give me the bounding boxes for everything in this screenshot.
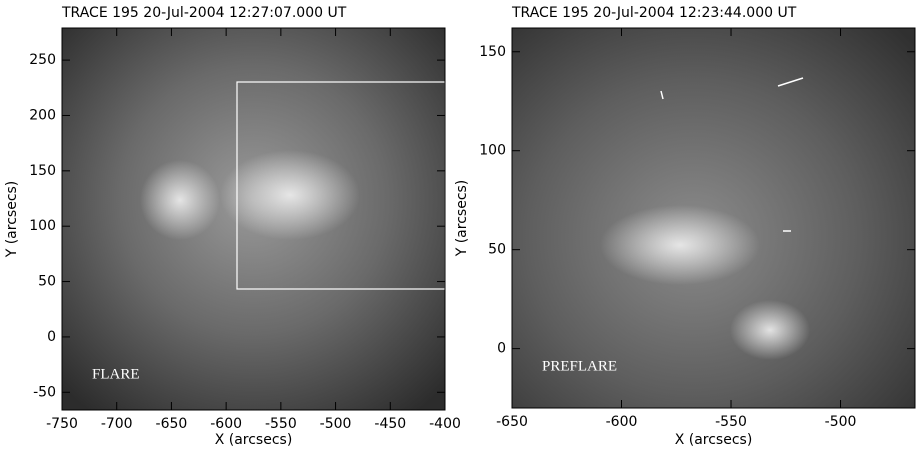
chart-title: TRACE 195 20-Jul-2004 12:27:07.000 UT — [61, 5, 347, 21]
figure: -750-700-650-600-550-500-450-400-5005010… — [0, 0, 924, 454]
y-tick-label: 150 — [29, 163, 56, 179]
y-tick-label: 0 — [47, 329, 56, 345]
annotation: PREFLARE — [542, 358, 617, 374]
bright-region — [600, 205, 760, 285]
y-tick-label: 200 — [29, 107, 56, 123]
x-tick-label: -500 — [825, 414, 857, 430]
x-tick-label: -500 — [320, 416, 352, 432]
x-tick-label: -750 — [46, 416, 78, 432]
y-tick-label: 150 — [479, 44, 506, 60]
x-tick-label: -450 — [374, 416, 406, 432]
x-tick-label: -600 — [210, 416, 242, 432]
y-tick-label: 50 — [488, 242, 506, 258]
x-axis-label: X (arcsecs) — [215, 432, 293, 448]
y-tick-label: -50 — [33, 384, 56, 400]
x-tick-label: -550 — [265, 416, 297, 432]
y-axis-label: Y (arcsecs) — [454, 180, 470, 258]
y-tick-label: 100 — [479, 143, 506, 159]
bright-region — [730, 300, 810, 360]
annotation: FLARE — [92, 366, 140, 382]
x-tick-label: -650 — [156, 416, 188, 432]
chart-title: TRACE 195 20-Jul-2004 12:23:44.000 UT — [511, 5, 797, 21]
y-tick-label: 100 — [29, 218, 56, 234]
y-tick-label: 250 — [29, 52, 56, 68]
y-tick-label: 0 — [497, 341, 506, 357]
x-tick-label: -700 — [101, 416, 133, 432]
bright-region — [140, 160, 220, 240]
y-axis-label: Y (arcsecs) — [4, 181, 20, 259]
x-tick-label: -650 — [496, 414, 528, 430]
x-tick-label: -550 — [715, 414, 747, 430]
x-axis-label: X (arcsecs) — [675, 432, 753, 448]
bright-region — [220, 150, 360, 240]
x-tick-label: -600 — [606, 414, 638, 430]
y-tick-label: 50 — [38, 274, 56, 290]
x-tick-label: -400 — [429, 416, 461, 432]
